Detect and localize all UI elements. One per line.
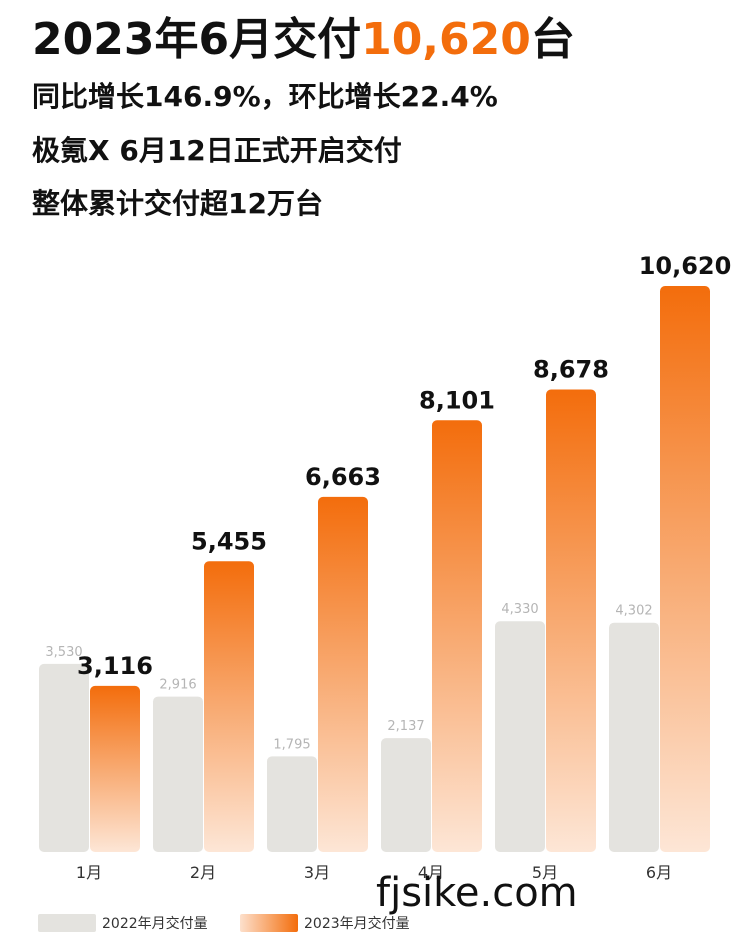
legend-label-2023: 2023年月交付量 — [304, 916, 410, 932]
label-2022-5: 4,330 — [501, 602, 538, 617]
category-label-6: 6月 — [646, 863, 672, 880]
yoy-mom-growth-line: 同比增长146.9%，环比增长22.4% — [32, 80, 498, 113]
category-label-5: 5月 — [532, 863, 558, 880]
bar-2023-3 — [318, 496, 368, 852]
bar-2023-1 — [90, 685, 140, 852]
bar-2022-3 — [267, 756, 317, 852]
legend-item-2023: 2023年月交付量 — [240, 913, 410, 933]
label-2023-3: 6,663 — [305, 463, 381, 491]
legend-item-2022: 2022年月交付量 — [38, 913, 208, 933]
headline-prefix: 2023年6月交付 — [32, 14, 362, 65]
label-2022-4: 2,137 — [387, 719, 424, 734]
bar-2023-2 — [204, 561, 254, 852]
legend-swatch-2022 — [38, 914, 96, 932]
category-label-1: 1月 — [76, 863, 102, 880]
legend-label-2022: 2022年月交付量 — [102, 916, 208, 932]
label-2022-1: 3,530 — [45, 645, 82, 660]
bar-2022-1 — [39, 663, 89, 852]
label-2023-1: 3,116 — [77, 652, 153, 680]
bar-2023-6 — [660, 286, 710, 852]
watermark-text: fjsike.com — [376, 870, 578, 916]
chart-legend: 2022年月交付量 2023年月交付量 — [0, 913, 745, 935]
bar-2022-4 — [381, 738, 431, 852]
label-2022-6: 4,302 — [615, 604, 652, 619]
bar-2023-5 — [546, 389, 596, 852]
bar-2023-4 — [432, 420, 482, 852]
bar-2022-6 — [609, 622, 659, 852]
label-2023-2: 5,455 — [191, 527, 267, 555]
label-2023-6: 10,620 — [639, 252, 732, 280]
label-2022-3: 1,795 — [273, 737, 310, 752]
cumulative-delivery-line: 整体累计交付超12万台 — [32, 187, 323, 220]
label-2023-4: 8,101 — [419, 386, 495, 414]
category-label-2: 2月 — [190, 863, 216, 880]
label-2022-2: 2,916 — [159, 678, 196, 693]
bar-2022-5 — [495, 621, 545, 852]
headline-suffix: 台 — [530, 14, 575, 65]
legend-swatch-2023 — [240, 914, 298, 932]
category-label-4: 4月 — [418, 863, 444, 880]
headline-number: 10,620 — [361, 14, 531, 65]
category-label-3: 3月 — [304, 863, 330, 880]
label-2023-5: 8,678 — [533, 356, 609, 384]
headline: 2023年6月交付10,620台 — [32, 12, 575, 68]
delivery-start-line: 极氪X 6月12日正式开启交付 — [32, 134, 402, 167]
bar-2022-2 — [153, 696, 203, 852]
